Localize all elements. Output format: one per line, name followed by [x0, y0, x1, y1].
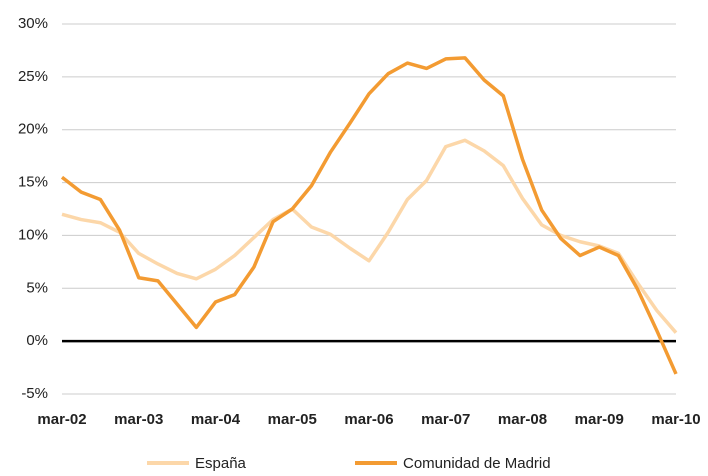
y-tick-label: 15% — [18, 174, 48, 191]
x-tick-label: mar-07 — [421, 411, 470, 428]
series-line — [61, 138, 678, 334]
y-tick-label: 0% — [26, 332, 48, 349]
y-tick-label: -5% — [21, 385, 48, 402]
x-tick-label: mar-06 — [344, 411, 393, 428]
x-tick-label: mar-09 — [575, 411, 624, 428]
y-tick-label: 30% — [18, 15, 48, 32]
x-tick-label: mar-02 — [37, 411, 86, 428]
legend-label: España — [195, 455, 247, 472]
x-tick-label: mar-08 — [498, 411, 547, 428]
x-tick-label: mar-03 — [114, 411, 163, 428]
y-tick-label: 25% — [18, 68, 48, 85]
y-tick-label: 20% — [18, 121, 48, 138]
x-tick-label: mar-05 — [268, 411, 317, 428]
series-line — [60, 56, 678, 375]
x-tick-label: mar-04 — [191, 411, 241, 428]
x-tick-label: mar-10 — [651, 411, 700, 428]
y-tick-label: 10% — [18, 226, 48, 243]
y-tick-label: 5% — [26, 279, 48, 296]
legend-label: Comunidad de Madrid — [403, 455, 551, 472]
